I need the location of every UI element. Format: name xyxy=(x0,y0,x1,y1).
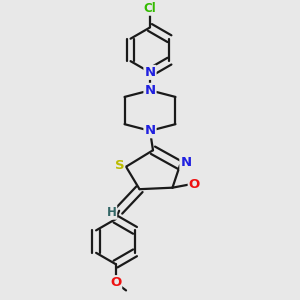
Text: N: N xyxy=(180,156,191,169)
Text: O: O xyxy=(189,178,200,191)
Text: N: N xyxy=(144,124,156,137)
Text: Cl: Cl xyxy=(144,2,156,15)
Text: S: S xyxy=(115,159,124,172)
Text: N: N xyxy=(144,84,156,97)
Text: N: N xyxy=(144,66,156,79)
Text: H: H xyxy=(106,206,116,219)
Text: O: O xyxy=(110,276,121,289)
